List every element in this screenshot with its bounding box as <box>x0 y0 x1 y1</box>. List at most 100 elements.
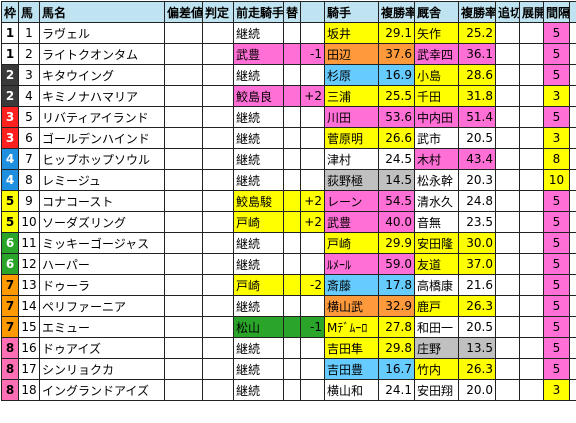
header-hensa: 偏差値 <box>164 1 203 23</box>
trainer-name: 松永幹 <box>414 169 459 191</box>
jockey-change-value <box>300 106 325 128</box>
race-flow <box>519 232 544 254</box>
waku-cell: 6 <box>1 232 19 254</box>
horse-number: 8 <box>18 169 40 191</box>
jockey-change-mark <box>283 211 301 233</box>
waku-cell: 4 <box>1 169 19 191</box>
jockey-change-value <box>300 379 325 401</box>
horse-number: 13 <box>18 274 40 296</box>
table-row: 8 17 シンリョクカ 継続 吉田豊 16.7 竹内 26.3 5 <box>1 358 576 380</box>
header-hantei: 判定 <box>202 1 234 23</box>
interval: 5 <box>543 232 570 254</box>
waku-cell: 5 <box>1 190 19 212</box>
workout <box>495 190 520 212</box>
horse-number: 9 <box>18 190 40 212</box>
table-row: 1 1 ラヴェル 継続 坂井 29.1 矢作 25.2 5 <box>1 22 576 44</box>
race-flow <box>519 85 544 107</box>
jockey-place-rate: 37.6 <box>378 43 415 65</box>
previous-jockey: 継続 <box>233 358 284 380</box>
trainer-place-rate: 20.5 <box>458 127 496 149</box>
jockey-change-value <box>300 148 325 170</box>
workout <box>495 127 520 149</box>
race-flow <box>519 379 544 401</box>
horse-name: コナコースト <box>39 190 165 212</box>
interval: 5 <box>543 64 570 86</box>
trainer-place-rate: 26.3 <box>458 358 496 380</box>
waku-cell: 3 <box>1 106 19 128</box>
header-trate: 複勝率 <box>458 1 496 23</box>
workout <box>495 148 520 170</box>
judgement <box>202 211 234 233</box>
race-flow <box>519 253 544 275</box>
deviation-value <box>164 316 203 338</box>
jockey-name: 戸崎 <box>324 232 379 254</box>
trainer-place-rate: 36.1 <box>458 43 496 65</box>
judgement <box>202 295 234 317</box>
up-arrow <box>569 274 576 296</box>
waku-cell: 6 <box>1 253 19 275</box>
deviation-value <box>164 64 203 86</box>
header-kae-num <box>300 1 325 23</box>
previous-jockey: 継続 <box>233 337 284 359</box>
workout <box>495 64 520 86</box>
deviation-value <box>164 358 203 380</box>
judgement <box>202 253 234 275</box>
jockey-change-value <box>300 169 325 191</box>
judgement <box>202 85 234 107</box>
jockey-change-mark <box>283 43 301 65</box>
horse-name: ソーダズリング <box>39 211 165 233</box>
jockey-name: 津村 <box>324 148 379 170</box>
deviation-value <box>164 190 203 212</box>
horse-number: 6 <box>18 127 40 149</box>
race-flow <box>519 211 544 233</box>
race-flow <box>519 22 544 44</box>
interval: 5 <box>543 316 570 338</box>
trainer-place-rate: 30.0 <box>458 232 496 254</box>
jockey-place-rate: 29.1 <box>378 22 415 44</box>
deviation-value <box>164 106 203 128</box>
race-flow <box>519 106 544 128</box>
trainer-place-rate: 43.4 <box>458 148 496 170</box>
jockey-name: 武豊 <box>324 211 379 233</box>
judgement <box>202 274 234 296</box>
deviation-value <box>164 169 203 191</box>
previous-jockey: 継続 <box>233 169 284 191</box>
up-arrow <box>569 253 576 275</box>
race-flow <box>519 358 544 380</box>
jockey-place-rate: 14.5 <box>378 169 415 191</box>
table-row: 6 11 ミッキーゴージャス 継続 戸崎 29.9 安田隆 30.0 5 <box>1 232 576 254</box>
judgement <box>202 127 234 149</box>
header-uma: 馬 <box>18 1 40 23</box>
jockey-change-value <box>300 253 325 275</box>
trainer-place-rate: 20.0 <box>458 379 496 401</box>
trainer-name: 武市 <box>414 127 459 149</box>
table-row: 5 10 ソーダズリング 戸崎 +2 武豊 40.0 音無 23.5 5 <box>1 211 576 233</box>
header-kae: 替 <box>283 1 301 23</box>
trainer-place-rate: 25.2 <box>458 22 496 44</box>
race-flow <box>519 148 544 170</box>
jockey-name: 川田 <box>324 106 379 128</box>
jockey-name: 斎藤 <box>324 274 379 296</box>
trainer-name: 高橋康 <box>414 274 459 296</box>
horse-name: ミッキーゴージャス <box>39 232 165 254</box>
up-arrow <box>569 211 576 233</box>
table-row: 5 9 コナコースト 鮫島駿 +2 レーン 54.5 清水久 24.8 5 <box>1 190 576 212</box>
jockey-place-rate: 24.5 <box>378 148 415 170</box>
race-table: 枠馬馬名偏差値判定前走騎手替騎手複勝率厩舎複勝率追切展開間隔↑ 11ラヴェル継続… <box>1 1 576 401</box>
horse-number: 10 <box>18 211 40 233</box>
up-arrow <box>569 169 576 191</box>
waku-cell: 1 <box>1 22 19 44</box>
jockey-name: レーン <box>324 190 379 212</box>
up-arrow <box>569 358 576 380</box>
interval: 8 <box>543 148 570 170</box>
up-arrow <box>569 232 576 254</box>
horse-name: エミュー <box>39 316 165 338</box>
jockey-change-value: +2 <box>300 85 325 107</box>
jockey-place-rate: 17.8 <box>378 274 415 296</box>
up-arrow <box>569 148 576 170</box>
interval: 5 <box>543 337 570 359</box>
trainer-place-rate: 20.5 <box>458 316 496 338</box>
up-arrow <box>569 379 576 401</box>
previous-jockey: 継続 <box>233 106 284 128</box>
jockey-name: 杉原 <box>324 64 379 86</box>
